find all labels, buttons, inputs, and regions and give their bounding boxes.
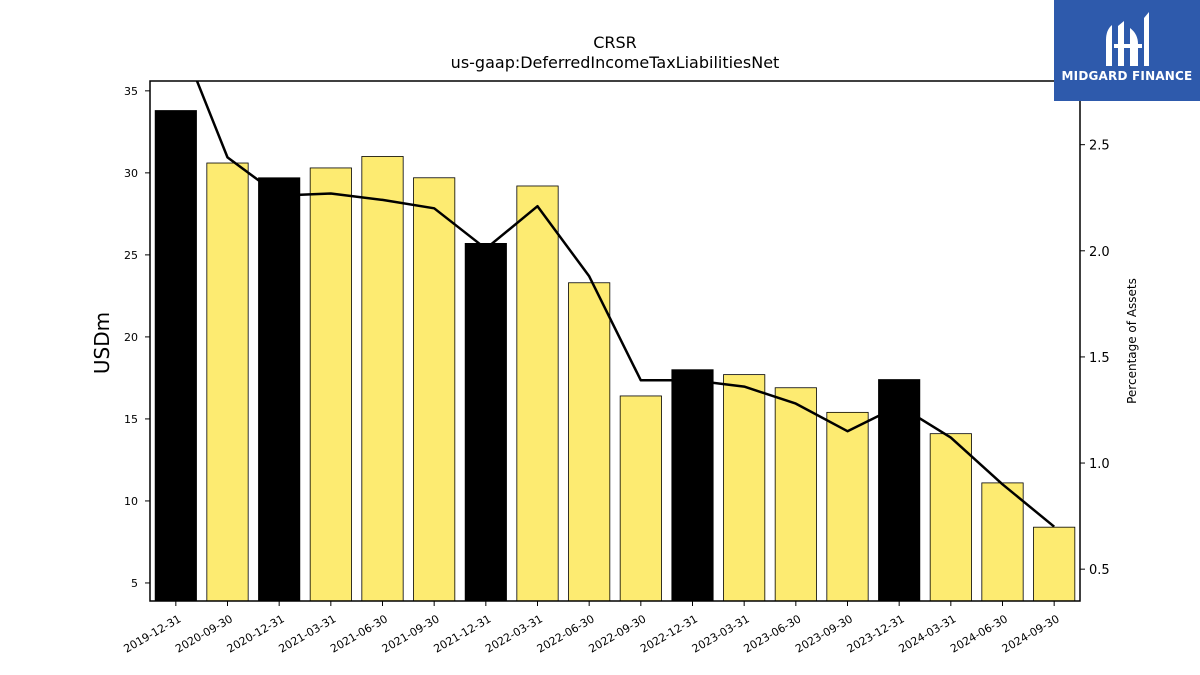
bar-2024-06-30 [981,482,1024,602]
y-tick-label: 30 [124,167,138,180]
x-tick-label: 2021-12-31 [431,612,493,655]
x-tick-label: 2020-09-30 [173,612,235,655]
x-tick-label: 2022-12-31 [638,612,700,655]
y-tick-label: 5 [131,577,138,590]
bar-2023-09-30 [826,411,869,602]
y-tick-label: 15 [124,413,138,426]
line-group [195,81,1055,528]
x-tick-label: 2022-06-30 [535,612,597,655]
bar-2022-06-30 [568,282,611,602]
y2-axis-label-text: Percentage of Assets [1125,278,1139,404]
x-tick-label: 2021-09-30 [380,612,442,655]
bars-group [154,110,1076,602]
bar-2019-12-31 [154,110,197,602]
x-tick-label: 2023-06-30 [741,612,803,655]
x-axis-ticks: 2019-12-312020-09-302020-12-312021-03-31… [121,601,1062,656]
chart-subtitle: us-gaap:DeferredIncomeTaxLiabilitiesNet [450,53,780,72]
y2-tick-label: 0.5 [1089,563,1110,578]
x-tick-label: 2023-09-30 [793,612,855,655]
bar-2021-03-31 [309,167,352,602]
y-tick-label: 20 [124,331,138,344]
y2-tick-label: 2.0 [1089,245,1110,260]
chart-title: CRSR [593,33,637,52]
midgard-finance-logo: MIDGARD FINANCE [1054,0,1200,101]
bar-2022-12-31 [671,369,714,602]
y2-axis-label: Percentage of Assets [1125,278,1139,404]
bar-2024-09-30 [1033,526,1076,602]
bar-2023-06-30 [774,387,817,602]
logo-text: MIDGARD FINANCE [1061,69,1193,83]
y-tick-label: 25 [124,249,138,262]
y-axis-label: USDm [90,312,114,374]
x-tick-label: 2024-03-31 [896,612,958,655]
bar-2022-03-31 [516,185,559,602]
x-tick-label: 2020-12-31 [225,612,287,655]
y-tick-label: 35 [124,85,138,98]
bar-2021-12-31 [464,242,507,602]
plot-frame [149,80,1081,602]
x-tick-label: 2021-06-30 [328,612,390,655]
left-axis-ticks: 5 10 15 20 25 30 35 [124,85,150,590]
bar-2020-12-31 [258,177,301,602]
x-tick-label: 2023-12-31 [845,612,907,655]
y2-tick-label: 2.5 [1089,139,1110,154]
bar-2023-12-31 [878,379,921,602]
x-tick-label: 2021-03-31 [276,612,338,655]
right-axis-ticks: 0.5 1.0 1.5 2.0 2.5 [1080,139,1110,578]
x-tick-label: 2019-12-31 [121,612,183,655]
x-tick-label: 2023-03-31 [690,612,752,655]
y2-tick-label: 1.0 [1089,457,1110,472]
x-tick-label: 2024-09-30 [1000,612,1062,655]
y-axis-label-text: USDm [90,311,114,375]
x-tick-label: 2024-06-30 [948,612,1010,655]
y-tick-label: 10 [124,495,138,508]
midgard-logo-icon [1106,12,1149,66]
x-tick-label: 2022-03-31 [483,612,545,655]
bar-2020-09-30 [206,162,249,602]
bar-2021-09-30 [413,177,456,602]
bar-2023-03-31 [723,374,766,602]
x-tick-label: 2022-09-30 [586,612,648,655]
bar-2024-03-31 [929,433,972,602]
y2-tick-label: 1.5 [1089,351,1110,366]
bar-2021-06-30 [361,156,404,602]
percentage-line [195,81,1055,528]
bar-2022-09-30 [619,395,662,602]
